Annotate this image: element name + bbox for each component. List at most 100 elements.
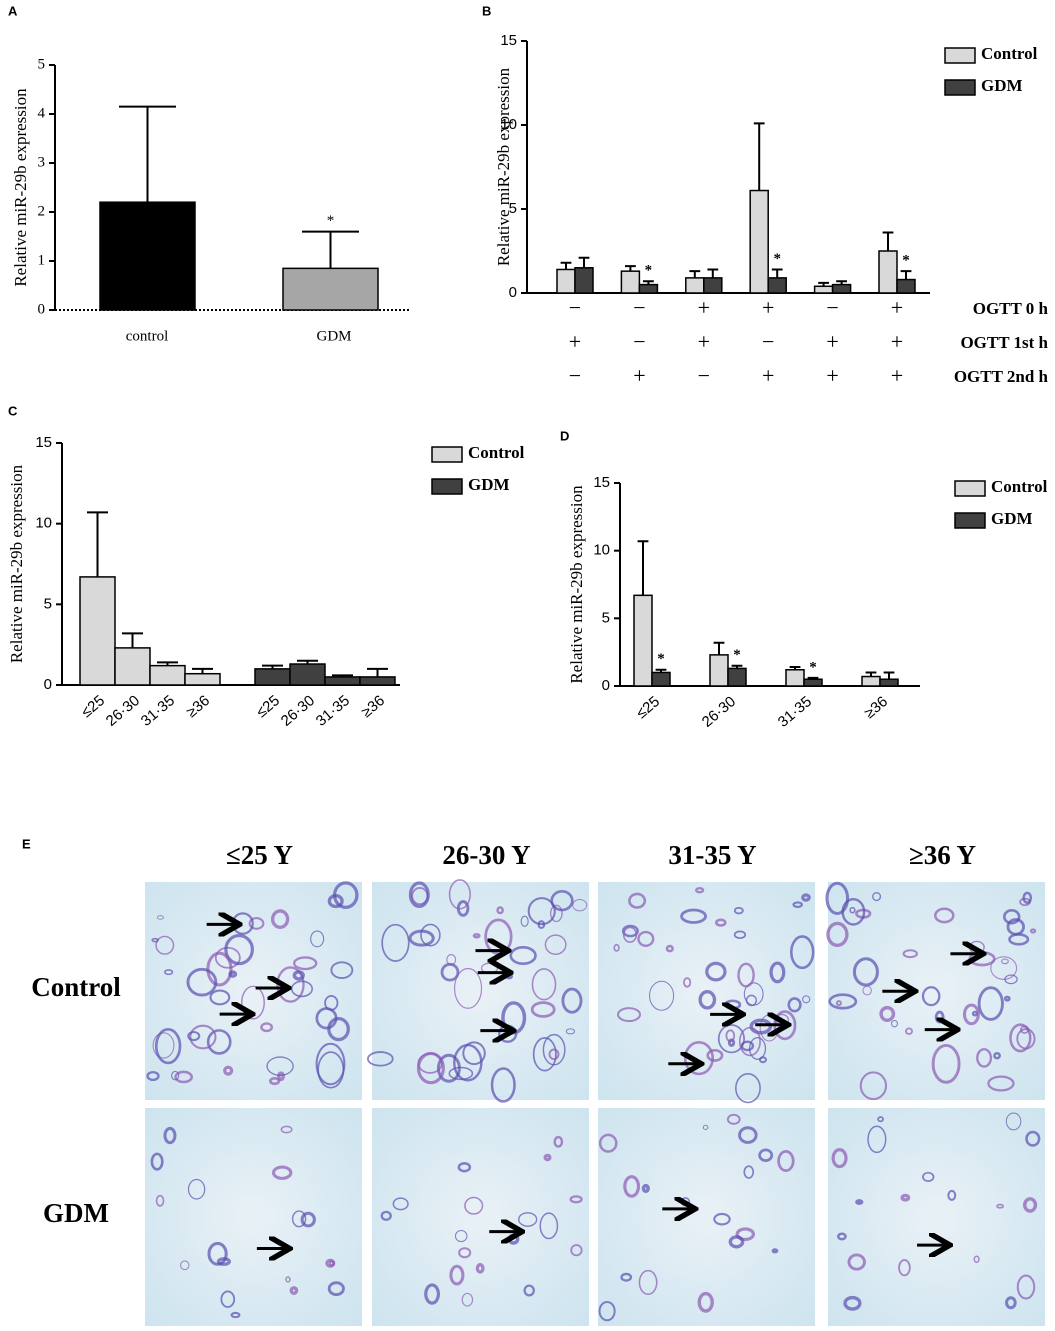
stain bbox=[146, 1070, 160, 1082]
stain bbox=[738, 1126, 758, 1144]
error-bar bbox=[655, 668, 667, 673]
stain bbox=[1022, 1197, 1038, 1213]
stain bbox=[733, 906, 744, 915]
stain bbox=[737, 962, 755, 988]
stain bbox=[1009, 1023, 1032, 1053]
row-header: GDM bbox=[43, 1198, 109, 1228]
legend-swatch bbox=[954, 512, 986, 529]
column-header: ≥36 Y bbox=[909, 840, 976, 870]
stain bbox=[277, 1071, 285, 1082]
stain bbox=[976, 1048, 993, 1068]
stain bbox=[289, 1286, 299, 1296]
stain bbox=[1003, 995, 1011, 1002]
stain bbox=[621, 924, 639, 938]
stain bbox=[408, 881, 430, 909]
error-bar bbox=[707, 268, 719, 278]
stain bbox=[826, 921, 849, 948]
stain bbox=[847, 1253, 866, 1271]
stain bbox=[461, 1292, 474, 1307]
stain bbox=[154, 1027, 182, 1065]
stain bbox=[628, 892, 647, 909]
bar bbox=[556, 268, 576, 294]
stain bbox=[962, 1003, 980, 1026]
error-bar bbox=[262, 664, 283, 669]
stain bbox=[996, 1203, 1005, 1209]
bar bbox=[79, 576, 116, 686]
error-bar bbox=[753, 122, 765, 191]
legend-swatch bbox=[944, 79, 976, 96]
stain bbox=[922, 1171, 935, 1182]
stain bbox=[831, 1148, 848, 1169]
legend-label: GDM bbox=[468, 475, 510, 494]
stain bbox=[548, 1048, 560, 1061]
y-axis-label: Relative miR-29b expression bbox=[494, 67, 513, 266]
bar bbox=[282, 267, 379, 311]
bar bbox=[803, 678, 823, 687]
bar bbox=[114, 647, 151, 686]
stain bbox=[475, 1263, 485, 1274]
error-bar bbox=[865, 671, 877, 677]
stain bbox=[520, 915, 529, 927]
stain bbox=[792, 901, 803, 909]
row-header: Control bbox=[31, 972, 121, 1002]
stain bbox=[855, 1199, 864, 1205]
sign: − bbox=[698, 363, 710, 388]
stain bbox=[598, 1301, 616, 1322]
tissue-image bbox=[145, 1108, 362, 1326]
stain bbox=[561, 987, 583, 1014]
stain bbox=[453, 967, 483, 1009]
y-tick-label: 15 bbox=[500, 32, 517, 49]
error-bar bbox=[713, 641, 725, 655]
stain bbox=[728, 1235, 745, 1249]
bar bbox=[709, 654, 729, 687]
legend-label: Control bbox=[981, 44, 1038, 63]
bar bbox=[878, 250, 898, 294]
stain bbox=[771, 1248, 779, 1254]
stain bbox=[706, 1048, 724, 1062]
stain bbox=[572, 899, 588, 912]
sign: + bbox=[891, 363, 903, 388]
stain bbox=[637, 930, 655, 947]
legend-swatch bbox=[431, 446, 463, 463]
panel-label: B bbox=[482, 3, 491, 18]
stain bbox=[990, 956, 1018, 980]
y-tick-label: 0 bbox=[38, 301, 46, 317]
stain bbox=[697, 1291, 714, 1313]
stain bbox=[472, 933, 481, 939]
stain bbox=[565, 1028, 576, 1035]
stain bbox=[327, 1281, 345, 1297]
error-bar bbox=[807, 676, 819, 680]
stain bbox=[332, 881, 359, 909]
stain bbox=[424, 1283, 440, 1305]
sign: + bbox=[891, 295, 903, 320]
stain bbox=[328, 1260, 335, 1267]
stain bbox=[164, 969, 174, 976]
stain bbox=[790, 935, 815, 970]
stain bbox=[1004, 974, 1018, 985]
x-tick-label: ≥36 bbox=[861, 693, 891, 722]
stain bbox=[649, 980, 675, 1011]
stain bbox=[787, 997, 802, 1013]
stain bbox=[186, 967, 218, 997]
stain bbox=[849, 906, 856, 914]
bar bbox=[831, 283, 852, 294]
stain bbox=[380, 1210, 392, 1221]
bar bbox=[359, 676, 396, 686]
legend-label: GDM bbox=[991, 509, 1033, 528]
sign: + bbox=[826, 363, 838, 388]
stain bbox=[1001, 958, 1009, 965]
stain bbox=[698, 990, 717, 1010]
tissue-image bbox=[598, 1108, 815, 1326]
error-bar bbox=[883, 671, 895, 680]
stain bbox=[638, 1269, 658, 1296]
stain bbox=[285, 1276, 291, 1283]
stain bbox=[733, 930, 747, 939]
error-bar bbox=[192, 667, 213, 674]
stain bbox=[449, 1264, 465, 1286]
stain bbox=[570, 1244, 583, 1257]
stain bbox=[223, 1065, 234, 1076]
stain bbox=[163, 1126, 177, 1145]
stain bbox=[214, 946, 241, 969]
bar bbox=[254, 668, 291, 686]
stain bbox=[206, 1029, 232, 1055]
